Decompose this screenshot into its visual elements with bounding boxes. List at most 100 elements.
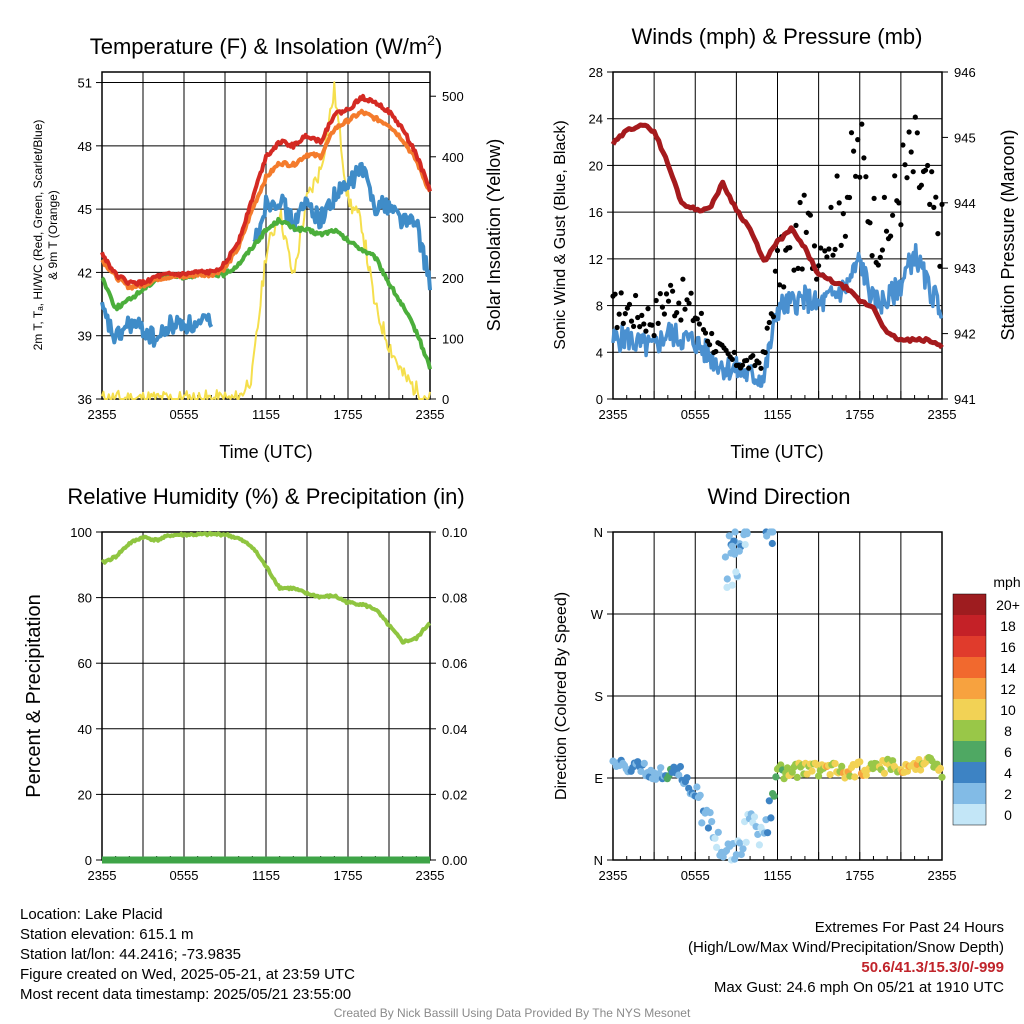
direction-point <box>755 841 764 849</box>
direction-point <box>742 838 750 846</box>
gust-point <box>674 310 680 316</box>
y-tick-label: S <box>594 689 603 704</box>
gust-point <box>639 312 645 318</box>
gust-point <box>731 349 737 355</box>
y-tick-label: N <box>594 853 603 868</box>
direction-point <box>768 539 776 548</box>
y-tick-label: W <box>591 607 604 622</box>
y-tick-label: 48 <box>78 139 92 154</box>
gust-point <box>853 173 859 179</box>
y-tick-label: 12 <box>589 252 603 267</box>
panel-title: Winds (mph) & Pressure (mb) <box>632 24 923 49</box>
gust-point <box>896 200 902 206</box>
y2-tick-label: 300 <box>442 210 464 225</box>
gust-point <box>846 194 853 201</box>
gust-point <box>898 222 904 228</box>
x-axis-label: Time (UTC) <box>219 442 312 462</box>
gust-point <box>803 229 809 235</box>
gust-point <box>836 200 842 206</box>
gust-point <box>774 247 781 254</box>
legend-swatch <box>953 762 986 783</box>
gust-point <box>918 182 925 188</box>
y2-tick-label: 500 <box>442 89 464 104</box>
x-tick-label: 2355 <box>416 868 445 883</box>
legend-swatch <box>953 615 986 636</box>
legend-label: 20+ <box>996 597 1020 613</box>
recent-data-text: Most recent data timestamp: 2025/05/21 2… <box>20 986 352 1003</box>
gust-point <box>696 321 703 327</box>
x-tick-label: 2355 <box>599 407 628 422</box>
gust-point <box>744 357 750 363</box>
gust-point <box>659 304 666 310</box>
gust-point <box>937 263 943 269</box>
location-text: Location: Lake Placid <box>20 906 163 923</box>
title-superscript: 2 <box>427 32 435 48</box>
x-tick-label: 2355 <box>599 868 628 883</box>
legend-label: 18 <box>1000 618 1016 634</box>
y2-tick-label: 946 <box>954 65 976 80</box>
y-tick-label: 20 <box>78 787 92 802</box>
created-text: Figure created on Wed, 2025-05-21, at 23… <box>20 966 355 983</box>
legend-swatch <box>953 783 986 804</box>
gust-point <box>814 276 820 282</box>
gust-point <box>746 365 752 371</box>
direction-point <box>698 819 706 827</box>
gust-point <box>914 130 920 136</box>
gust-point <box>892 173 898 179</box>
y2-tick-label: 943 <box>954 261 976 276</box>
y2-tick-label: 0.08 <box>442 591 467 606</box>
y2-tick-label: 100 <box>442 331 464 346</box>
legend-label: 4 <box>1004 765 1012 781</box>
y2-tick-label: 942 <box>954 327 976 342</box>
gust-point <box>869 253 875 259</box>
gust-point <box>838 242 844 248</box>
elevation-text: Station elevation: 615.1 m <box>20 926 194 943</box>
legend-label: 8 <box>1004 723 1012 739</box>
direction-point <box>936 764 945 773</box>
gust-point <box>620 320 626 326</box>
direction-point <box>675 771 683 779</box>
y-tick-label: 100 <box>70 525 92 540</box>
y2-axis-label: Station Pressure (Maroon) <box>998 129 1018 340</box>
legend-unit: mph <box>993 574 1020 590</box>
direction-point <box>683 774 691 782</box>
gust-point <box>834 173 840 179</box>
legend-swatch <box>953 678 986 699</box>
gust-point <box>929 169 935 175</box>
gust-point <box>900 142 906 148</box>
direction-point <box>880 769 889 777</box>
gust-point <box>680 276 686 282</box>
gust-point <box>881 194 888 200</box>
direction-point <box>743 528 751 536</box>
gust-point <box>698 310 705 316</box>
gust-point <box>912 114 918 120</box>
gust-point <box>766 319 772 326</box>
gust-point <box>653 297 659 304</box>
direction-point <box>767 528 776 536</box>
series-line-humidity <box>100 531 432 645</box>
x-tick-label: 1155 <box>764 868 792 883</box>
y-axis-label-line1: 2m T, Tₐ, HI/WC (Red, Green, Scarlet/Blu… <box>31 120 45 351</box>
station-info: Location: Lake Placid Station elevation:… <box>20 905 355 1005</box>
x-tick-label: 0555 <box>681 407 710 422</box>
gust-point <box>801 192 807 198</box>
gust-point <box>739 362 746 368</box>
gust-point <box>655 320 661 326</box>
gust-point <box>811 243 818 249</box>
gust-point <box>694 316 700 322</box>
y-axis-label: Percent & Precipitation <box>23 594 45 797</box>
gust-point <box>612 291 618 297</box>
gust-point <box>859 121 865 127</box>
gust-point <box>770 314 777 320</box>
gust-point <box>824 254 830 260</box>
gust-point <box>651 332 657 339</box>
gust-point <box>777 282 783 288</box>
gust-point <box>628 318 635 324</box>
legend-label: 16 <box>1000 639 1016 655</box>
gust-point <box>793 222 799 228</box>
gust-point <box>883 228 890 234</box>
gust-point <box>925 162 931 169</box>
y-tick-label: 4 <box>596 345 603 360</box>
